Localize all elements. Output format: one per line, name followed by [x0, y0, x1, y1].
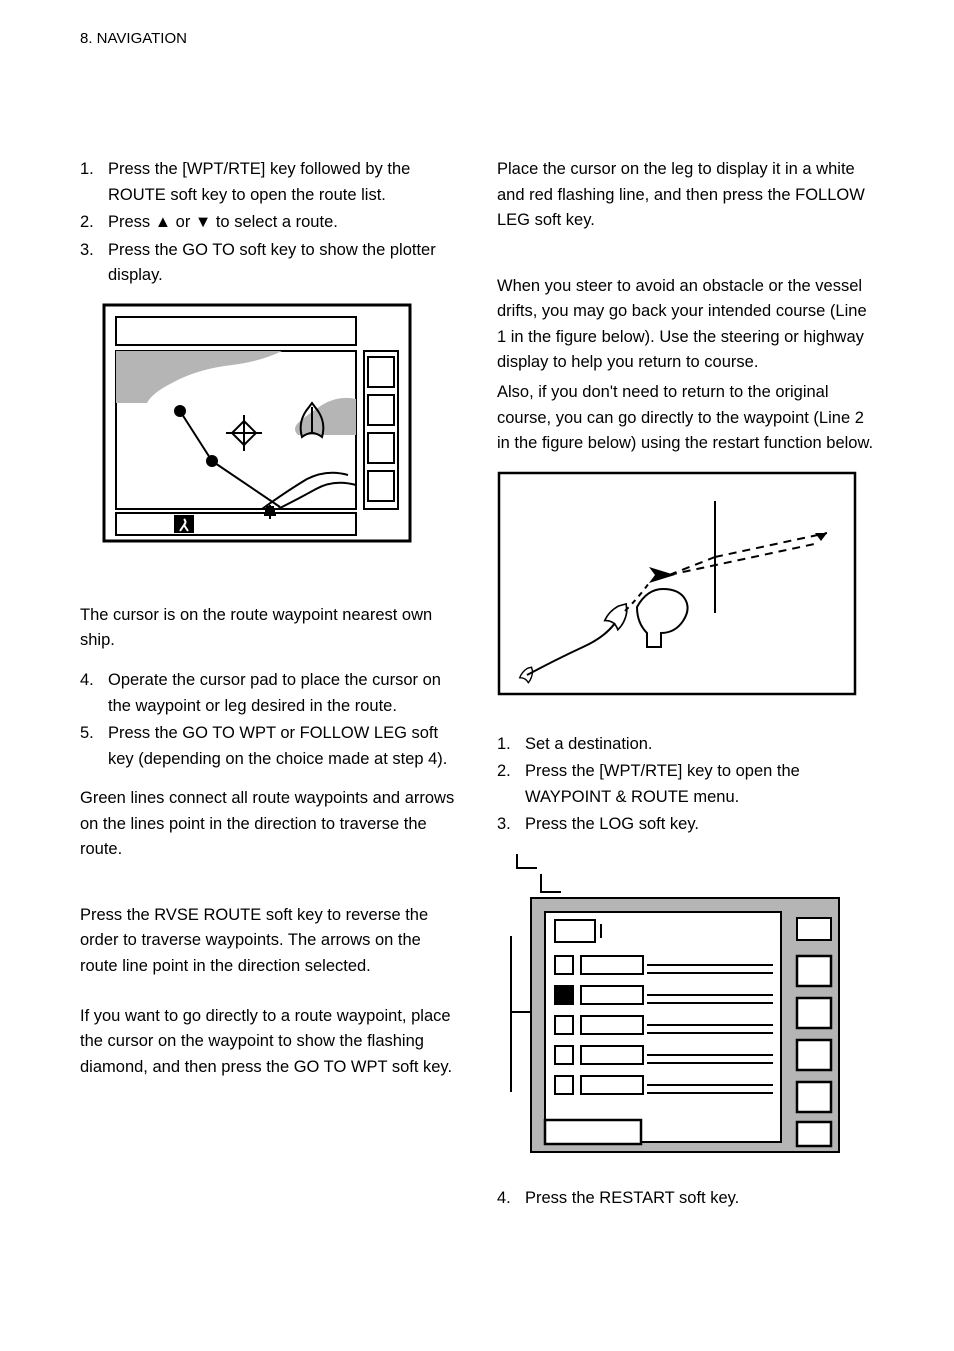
step-text: Press the RESTART soft key.: [525, 1186, 874, 1212]
left-caption-1: The cursor is on the route waypoint near…: [80, 603, 457, 654]
right-para-restart: Also, if you don't need to return to the…: [497, 380, 874, 457]
right-steps-2: 4.Press the RESTART soft key.: [497, 1186, 874, 1212]
left-para-reverse: Press the RVSE ROUTE soft key to reverse…: [80, 903, 457, 980]
step-text: Press the GO TO soft key to show the plo…: [108, 238, 457, 289]
right-para-follow-leg: Place the cursor on the leg to display i…: [497, 157, 874, 234]
step-text: Press the [WPT/RTE] key followed by the …: [108, 157, 457, 208]
page-header: 8. NAVIGATION: [80, 30, 874, 47]
step-text: Operate the cursor pad to place the curs…: [108, 668, 457, 719]
right-para-drift: When you steer to avoid an obstacle or t…: [497, 274, 874, 376]
step-text: Press the [WPT/RTE] key to open the WAYP…: [525, 759, 874, 810]
figure-log-menu: [497, 852, 857, 1162]
step-text: Press ▲ or ▼ to select a route.: [108, 210, 457, 236]
left-steps-2: 4.Operate the cursor pad to place the cu…: [80, 668, 457, 772]
figure-plotter-display: [102, 303, 412, 543]
step-text: Press the LOG soft key.: [525, 812, 874, 838]
left-para-arrows: Green lines connect all route waypoints …: [80, 786, 457, 863]
left-para-goto-wpt: If you want to go directly to a route wa…: [80, 1004, 457, 1081]
left-steps-1: 1.Press the [WPT/RTE] key followed by th…: [80, 157, 457, 289]
right-steps-1: 1.Set a destination. 2.Press the [WPT/RT…: [497, 732, 874, 838]
step-text: Press the GO TO WPT or FOLLOW LEG soft k…: [108, 721, 457, 772]
figure-restart-course: [497, 471, 857, 696]
step-text: Set a destination.: [525, 732, 874, 758]
